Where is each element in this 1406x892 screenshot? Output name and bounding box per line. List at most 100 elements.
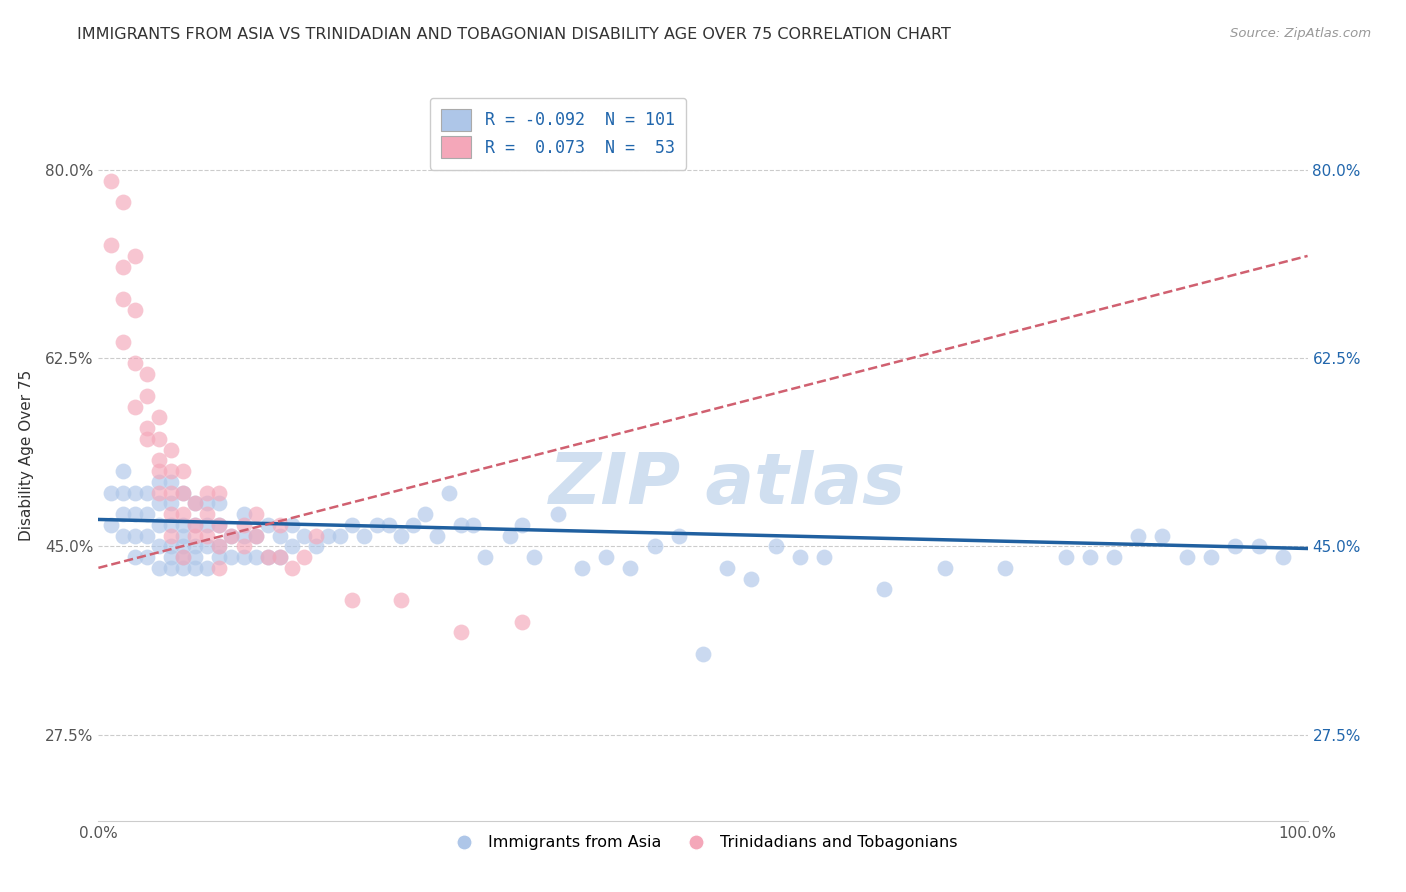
Point <box>389 528 412 542</box>
Point <box>692 647 714 661</box>
Point <box>366 517 388 532</box>
Text: IMMIGRANTS FROM ASIA VS TRINIDADIAN AND TOBAGONIAN DISABILITY AGE OVER 75 CORREL: IMMIGRANTS FROM ASIA VS TRINIDADIAN AND … <box>77 27 952 42</box>
Point <box>135 485 157 500</box>
Point <box>148 410 170 425</box>
Point <box>510 615 533 629</box>
Point <box>1249 539 1271 553</box>
Point <box>172 485 194 500</box>
Point <box>450 625 472 640</box>
Point <box>124 528 146 542</box>
Point <box>245 528 267 542</box>
Point <box>316 528 339 542</box>
Point <box>172 550 194 565</box>
Point <box>135 507 157 521</box>
Point <box>305 528 328 542</box>
Point <box>172 517 194 532</box>
Point <box>934 561 956 575</box>
Point <box>208 550 231 565</box>
Point <box>269 517 291 532</box>
Point <box>474 550 496 565</box>
Legend: Immigrants from Asia, Trinidadians and Tobagonians: Immigrants from Asia, Trinidadians and T… <box>441 829 965 856</box>
Point <box>172 561 194 575</box>
Point <box>353 528 375 542</box>
Point <box>160 442 183 457</box>
Point <box>100 238 122 252</box>
Point <box>245 507 267 521</box>
Point <box>437 485 460 500</box>
Point <box>111 292 134 306</box>
Point <box>292 528 315 542</box>
Point <box>571 561 593 575</box>
Point <box>450 517 472 532</box>
Point <box>269 528 291 542</box>
Point <box>135 432 157 446</box>
Point <box>172 485 194 500</box>
Point <box>184 539 207 553</box>
Point <box>413 507 436 521</box>
Point <box>1128 528 1150 542</box>
Point <box>160 464 183 478</box>
Text: Source: ZipAtlas.com: Source: ZipAtlas.com <box>1230 27 1371 40</box>
Point <box>232 507 254 521</box>
Point <box>281 539 304 553</box>
Point <box>873 582 896 597</box>
Point <box>208 561 231 575</box>
Point <box>389 593 412 607</box>
Point <box>148 453 170 467</box>
Point <box>160 485 183 500</box>
Point <box>160 561 183 575</box>
Point <box>1199 550 1222 565</box>
Point <box>160 496 183 510</box>
Point <box>124 507 146 521</box>
Point <box>135 389 157 403</box>
Point <box>160 539 183 553</box>
Point <box>1078 550 1101 565</box>
Point <box>195 528 218 542</box>
Point <box>160 528 183 542</box>
Point <box>195 561 218 575</box>
Point <box>305 539 328 553</box>
Point <box>269 550 291 565</box>
Point <box>221 550 243 565</box>
Point <box>135 528 157 542</box>
Point <box>172 528 194 542</box>
Point <box>281 517 304 532</box>
Point <box>221 528 243 542</box>
Point <box>510 517 533 532</box>
Point <box>256 517 278 532</box>
Point <box>740 572 762 586</box>
Point <box>124 356 146 371</box>
Point <box>124 302 146 317</box>
Point <box>100 485 122 500</box>
Point <box>135 368 157 382</box>
Point <box>148 539 170 553</box>
Point <box>184 496 207 510</box>
Point <box>426 528 449 542</box>
Point <box>765 539 787 553</box>
Y-axis label: Disability Age Over 75: Disability Age Over 75 <box>18 369 34 541</box>
Point <box>124 400 146 414</box>
Point <box>195 496 218 510</box>
Point <box>256 550 278 565</box>
Point <box>1102 550 1125 565</box>
Point <box>124 550 146 565</box>
Point <box>148 496 170 510</box>
Point <box>135 421 157 435</box>
Point <box>463 517 485 532</box>
Point <box>813 550 835 565</box>
Point <box>402 517 425 532</box>
Point <box>994 561 1017 575</box>
Point <box>1175 550 1198 565</box>
Point <box>1272 550 1295 565</box>
Point <box>148 475 170 489</box>
Point <box>1054 550 1077 565</box>
Point <box>160 550 183 565</box>
Point <box>160 475 183 489</box>
Point <box>232 550 254 565</box>
Point <box>221 528 243 542</box>
Point <box>208 539 231 553</box>
Point <box>342 517 364 532</box>
Point <box>148 464 170 478</box>
Point <box>523 550 546 565</box>
Point <box>184 550 207 565</box>
